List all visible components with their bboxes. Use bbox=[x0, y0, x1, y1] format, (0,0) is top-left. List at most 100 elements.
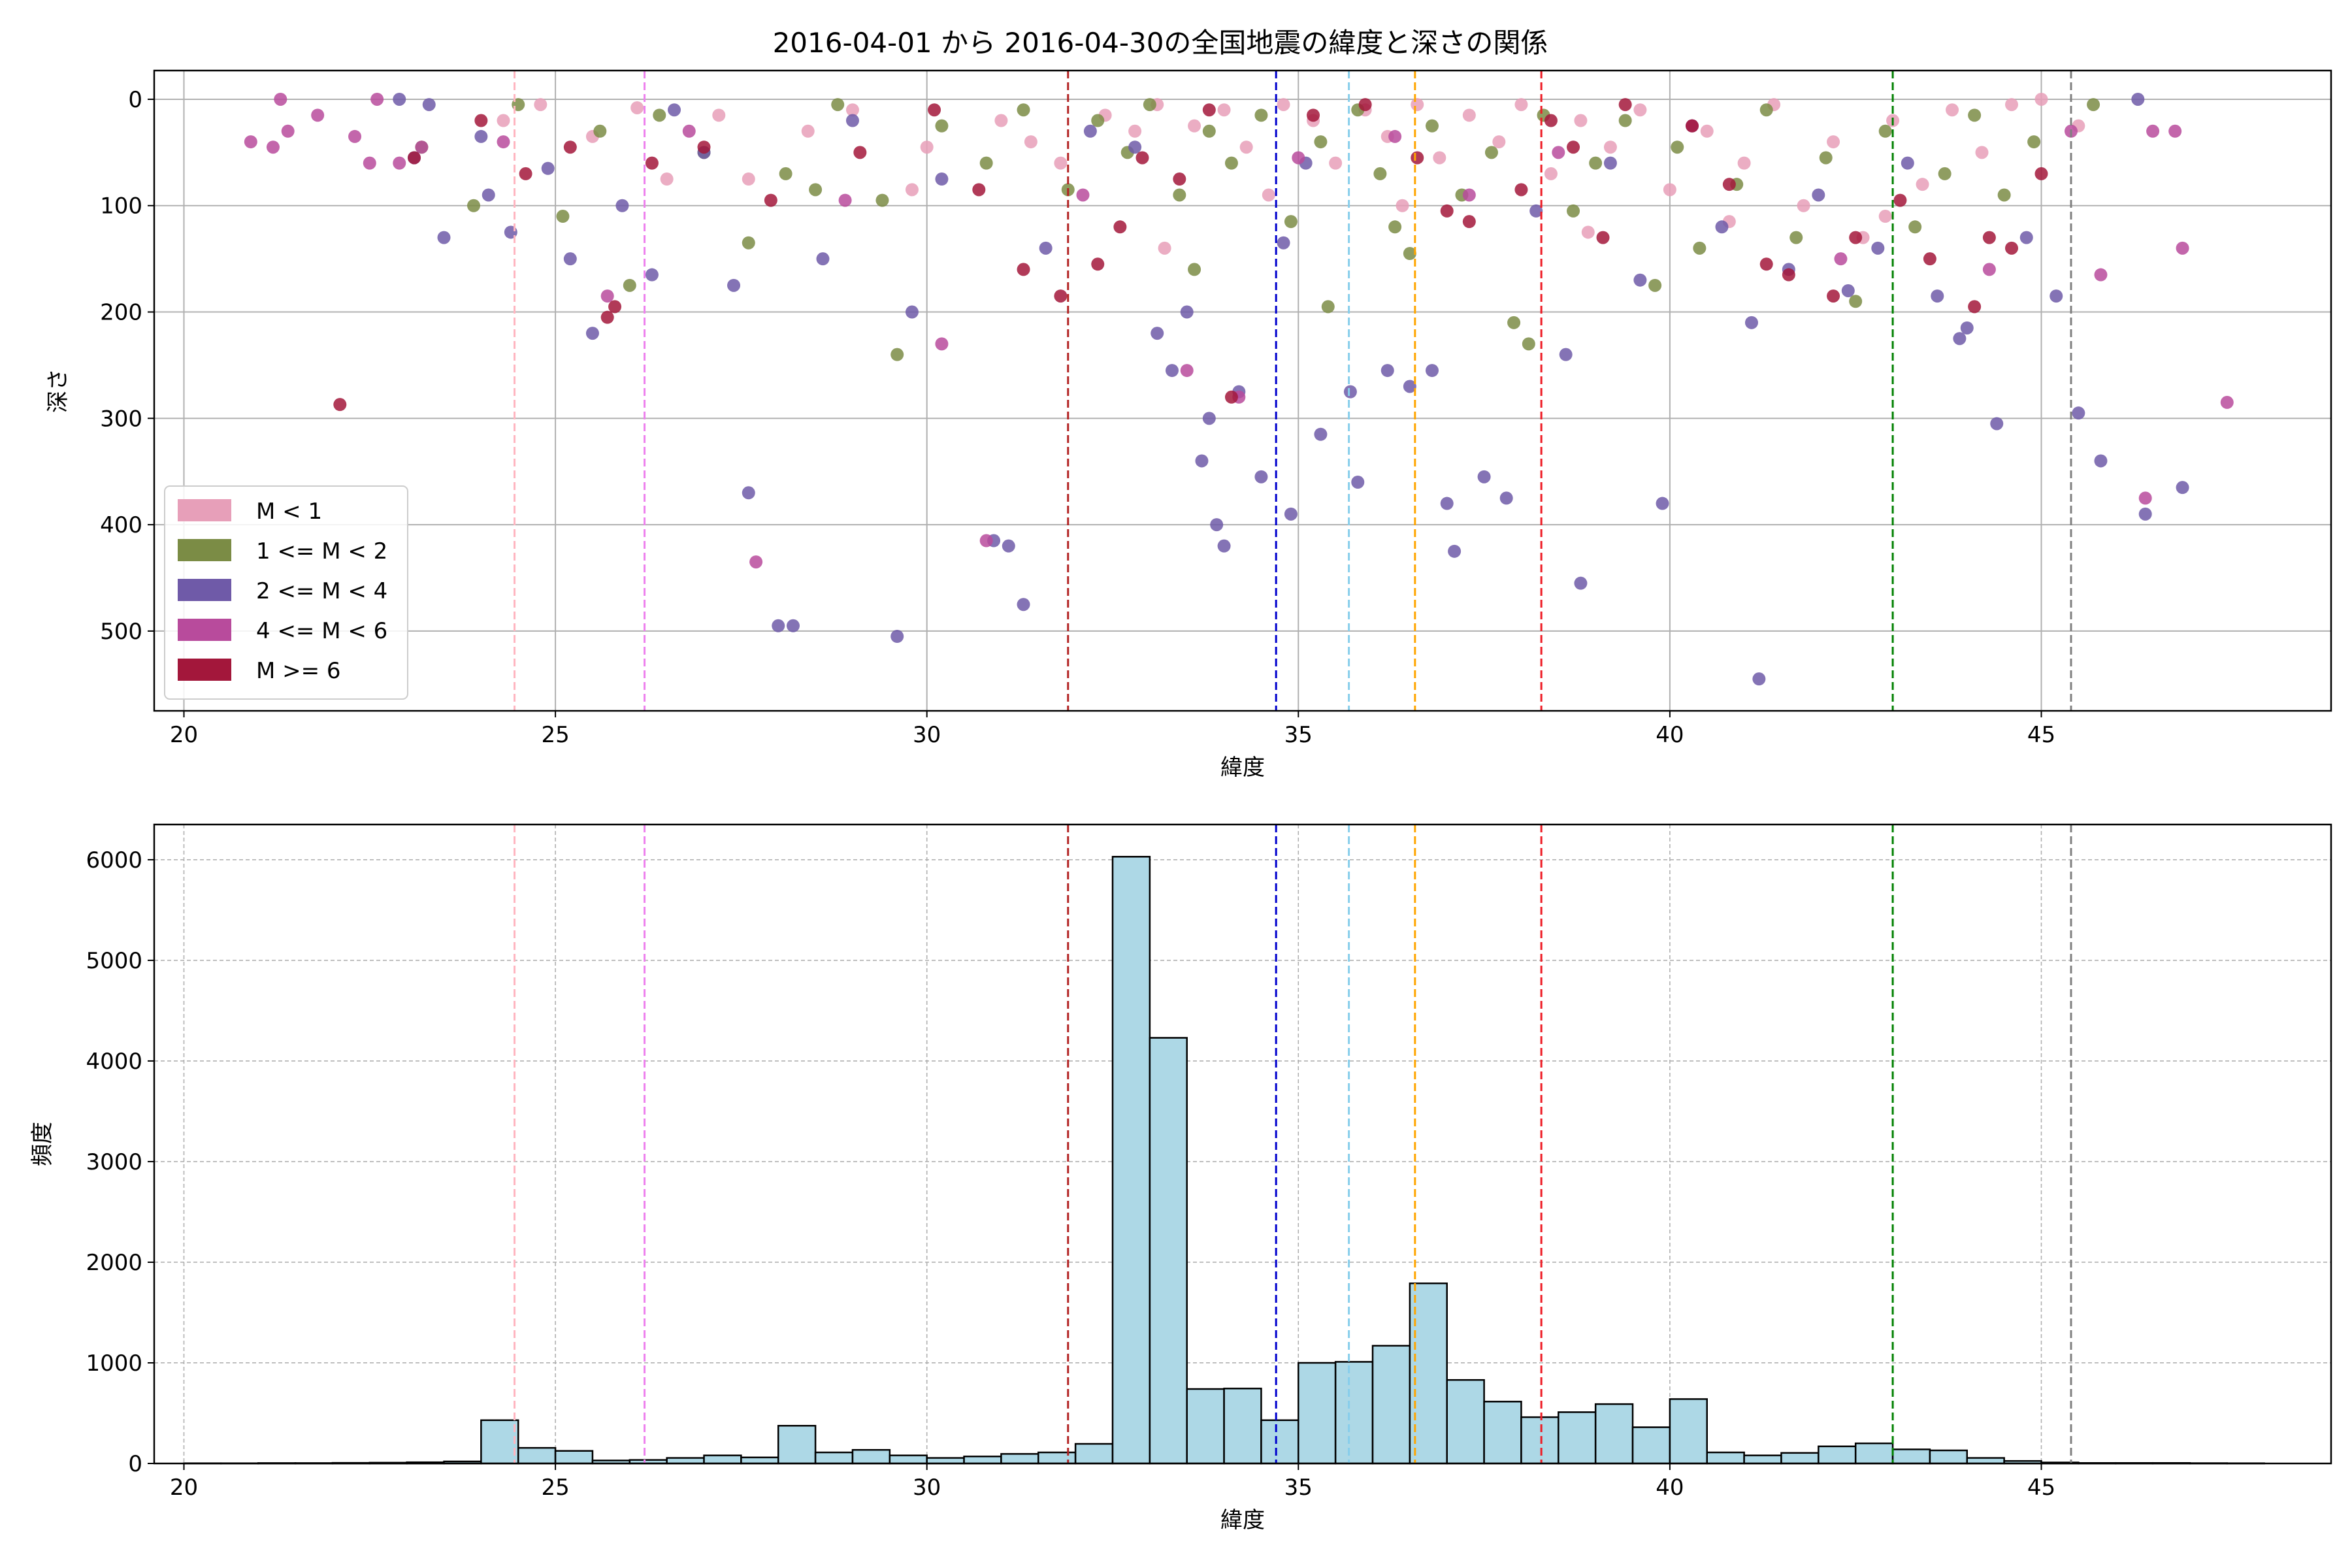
histogram-bar bbox=[666, 1457, 705, 1465]
scatter-point bbox=[1224, 156, 1238, 170]
scatter-y-tick-label: 500 bbox=[100, 619, 142, 645]
scatter-point bbox=[1946, 103, 1959, 117]
scatter-point bbox=[281, 124, 295, 138]
histogram-y-tick-label: 2000 bbox=[86, 1250, 142, 1276]
histogram-bar bbox=[480, 1419, 519, 1465]
scatter-point bbox=[1277, 98, 1290, 112]
histogram-y-tick-label: 1000 bbox=[86, 1350, 142, 1377]
scatter-point bbox=[1744, 316, 1758, 329]
scatter-point bbox=[742, 486, 755, 500]
histogram-grid: 20 25 30 35 40 45 0 1000 2000 3000 4000 5000 6000 bbox=[86, 825, 2331, 1501]
scatter-point bbox=[1396, 199, 1409, 212]
scatter-point bbox=[2019, 231, 2033, 244]
histogram-bar bbox=[1891, 1448, 1931, 1465]
scatter-point bbox=[1908, 220, 1922, 234]
scatter-point bbox=[348, 129, 362, 143]
scatter-point bbox=[1559, 348, 1573, 361]
scatter-point bbox=[1782, 268, 1795, 282]
scatter-point bbox=[1633, 273, 1647, 287]
scatter-point bbox=[1054, 289, 1068, 303]
scatter-point bbox=[1953, 332, 1967, 346]
scatter-point bbox=[363, 156, 376, 170]
scatter-point bbox=[585, 327, 599, 340]
scatter-point bbox=[1878, 124, 1892, 138]
legend-swatch bbox=[178, 499, 231, 521]
scatter-point bbox=[1671, 140, 1684, 154]
scatter-point bbox=[1262, 188, 1275, 202]
scatter-point bbox=[845, 103, 859, 117]
scatter-point bbox=[1841, 284, 1855, 297]
scatter-point bbox=[266, 140, 280, 154]
histogram-x-tick-label: 40 bbox=[1656, 1475, 1684, 1501]
scatter-point bbox=[1314, 427, 1328, 441]
legend-entry: M < 1 bbox=[256, 498, 322, 525]
scatter-point bbox=[935, 172, 949, 186]
scatter-point bbox=[1997, 188, 2011, 202]
scatter-point bbox=[1462, 108, 1476, 122]
scatter-point bbox=[1151, 327, 1164, 340]
scatter-point bbox=[1210, 518, 1224, 532]
histogram-bar bbox=[1149, 1037, 1188, 1465]
figure-title: 2016-04-01 から 2016-04-30の全国地震の緯度と深さの関係 bbox=[773, 27, 1548, 59]
scatter-point bbox=[764, 193, 777, 207]
scatter-point bbox=[1343, 385, 1357, 399]
scatter-point bbox=[1567, 204, 1580, 218]
scatter-point bbox=[1239, 140, 1253, 154]
scatter-point bbox=[742, 172, 755, 186]
scatter-point bbox=[972, 183, 986, 197]
histogram-x-tick-label: 30 bbox=[913, 1475, 941, 1501]
scatter-point bbox=[2034, 92, 2048, 106]
scatter-point bbox=[2005, 241, 2019, 255]
scatter-point bbox=[1968, 300, 1982, 314]
scatter-point bbox=[1633, 103, 1647, 117]
scatter-point bbox=[497, 114, 510, 127]
scatter-point bbox=[1567, 140, 1580, 154]
scatter-point bbox=[1686, 119, 1699, 133]
scatter-point bbox=[600, 289, 614, 303]
scatter-point bbox=[1277, 236, 1290, 250]
scatter-point bbox=[1484, 146, 1498, 159]
scatter-point bbox=[1202, 103, 1216, 117]
scatter-point bbox=[816, 252, 830, 266]
scatter-point bbox=[1700, 124, 1714, 138]
scatter-point bbox=[1091, 114, 1105, 127]
scatter-point bbox=[2027, 135, 2041, 149]
histogram-bar bbox=[1929, 1449, 1968, 1465]
histogram-bar bbox=[1298, 1362, 1337, 1465]
scatter-point bbox=[1254, 470, 1268, 483]
scatter-point bbox=[809, 183, 823, 197]
scatter-point bbox=[1693, 241, 1707, 255]
scatter-point bbox=[1648, 278, 1662, 292]
scatter-point bbox=[415, 140, 429, 154]
scatter-point bbox=[1960, 321, 1974, 335]
scatter-point bbox=[994, 114, 1008, 127]
histogram-frame bbox=[153, 823, 2332, 1465]
histogram-bar bbox=[1260, 1419, 1299, 1465]
scatter-point bbox=[2131, 92, 2145, 106]
histogram-bar bbox=[517, 1446, 557, 1465]
scatter-y-tick-label: 300 bbox=[100, 406, 142, 432]
scatter-point bbox=[437, 231, 451, 244]
scatter-point bbox=[474, 129, 488, 143]
scatter-x-tick-label: 35 bbox=[1284, 722, 1313, 748]
scatter-point bbox=[645, 156, 659, 170]
scatter-point bbox=[712, 108, 726, 122]
histogram-bar bbox=[1000, 1453, 1039, 1465]
scatter-point bbox=[408, 151, 421, 165]
scatter-point bbox=[1462, 215, 1476, 229]
histogram-bar bbox=[1371, 1345, 1411, 1465]
scatter-x-tick-label: 25 bbox=[541, 722, 569, 748]
scatter-point bbox=[1284, 215, 1298, 229]
scatter-point bbox=[534, 98, 547, 112]
scatter-point bbox=[615, 199, 629, 212]
scatter-point bbox=[1834, 252, 1848, 266]
scatter-point bbox=[1663, 183, 1676, 197]
scatter-point bbox=[1589, 156, 1603, 170]
scatter-point bbox=[1916, 178, 1929, 191]
scatter-point bbox=[2087, 98, 2100, 112]
scatter-point bbox=[1938, 167, 1952, 180]
scatter-point bbox=[1224, 390, 1238, 404]
scatter-point bbox=[645, 268, 659, 282]
scatter-point bbox=[333, 398, 347, 412]
scatter-point bbox=[466, 199, 480, 212]
